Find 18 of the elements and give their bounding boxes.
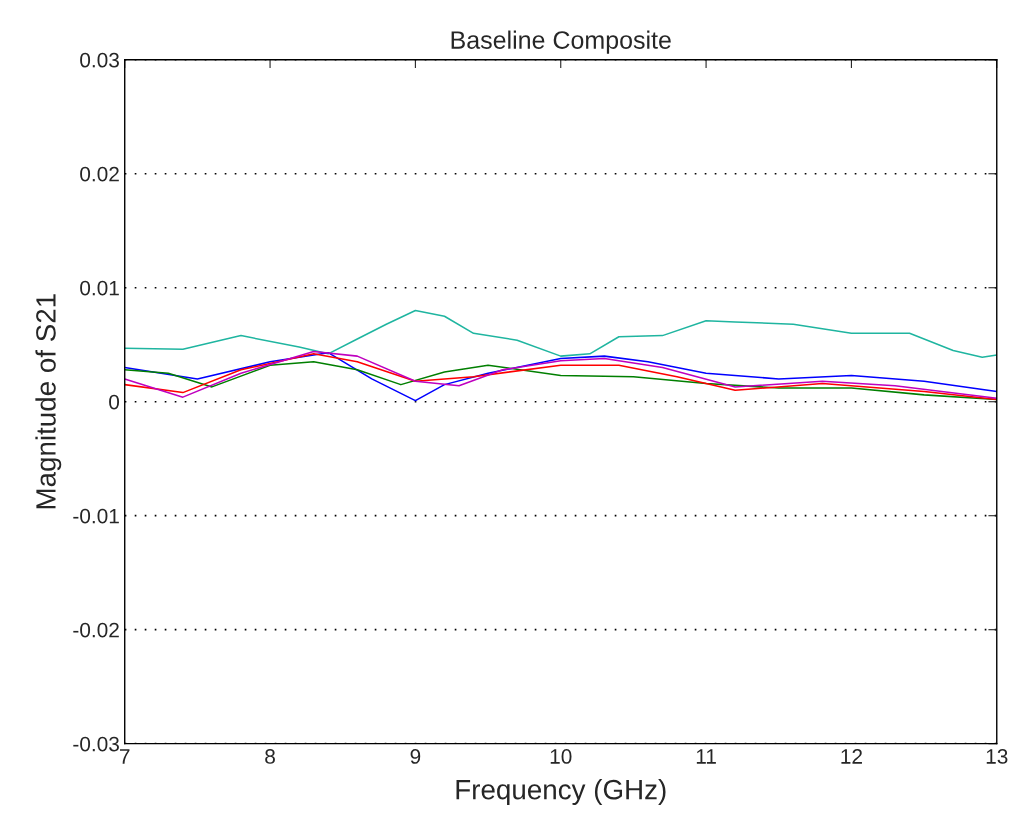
x-axis-title: Frequency (GHz) xyxy=(456,779,666,805)
y-tick-label: 0.01 xyxy=(80,280,119,296)
x-tick-label: 12 xyxy=(841,749,862,764)
y-tick-label: -0.03 xyxy=(73,736,119,752)
x-tick-label: 11 xyxy=(696,749,716,764)
y-tick-label: 0.03 xyxy=(80,52,119,68)
x-tick-label: 13 xyxy=(986,749,1008,764)
x-tick-label: 9 xyxy=(410,749,421,764)
y-tick-label: 0.02 xyxy=(80,166,119,182)
chart-title: Baseline Composite xyxy=(451,30,671,54)
line-series xyxy=(124,309,997,359)
x-tick-label: 7 xyxy=(120,749,130,764)
y-tick-label: 0 xyxy=(109,394,120,410)
y-tick-label: -0.02 xyxy=(73,622,119,638)
y-tick-label: -0.01 xyxy=(73,508,119,524)
x-tick-label: 8 xyxy=(265,749,275,764)
y-axis-title: Magnitude of S21 xyxy=(35,294,62,509)
x-tick-label: 10 xyxy=(550,749,572,764)
